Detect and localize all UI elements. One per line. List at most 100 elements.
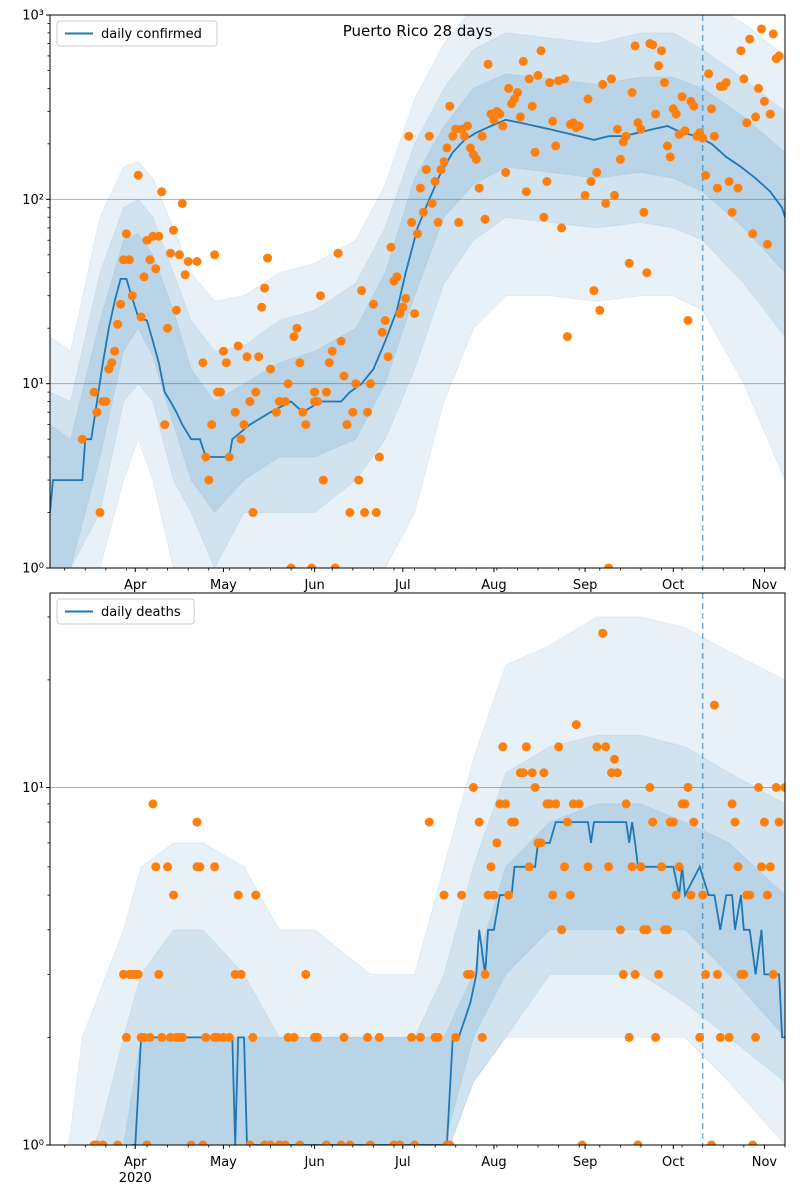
data-point [754,783,763,792]
data-point [113,1140,123,1145]
data-point [730,817,740,827]
data-point [336,1140,346,1145]
legend: daily deaths [56,598,195,625]
data-point [683,783,693,792]
data-point [701,969,711,979]
data-point [542,177,552,186]
data-point [348,407,358,417]
data-point [398,302,408,312]
data-point [780,783,785,792]
x-tick-label: Jun [303,1155,324,1170]
data-point [266,364,275,374]
data-point [204,475,214,485]
data-point [654,969,664,979]
data-point [645,783,655,792]
data-point [592,742,602,752]
data-point [707,1140,716,1145]
data-point [307,563,317,568]
data-point [689,101,699,111]
data-point [680,126,690,136]
data-point [157,187,167,197]
data-point [518,768,528,778]
confirmed-panel: 10⁰ 10¹ 10² 10³ Apr May Jun Jul Aug Sep Oct Nov Puer… [22,9,786,593]
data-point [180,270,190,280]
data-point [524,74,534,84]
data-point [757,862,766,872]
legend-box [56,598,195,625]
data-point [345,508,355,517]
data-point [145,1032,155,1042]
data-point [695,1032,705,1042]
data-point [374,452,384,462]
data-point [445,1140,455,1145]
data-point [145,255,155,265]
data-point [321,1140,331,1145]
data-point [607,74,616,84]
data-point [548,116,558,126]
data-point [759,96,769,106]
data-point [163,323,173,333]
data-point [698,133,708,143]
data-point [460,131,469,141]
data-point [733,183,743,193]
data-point [357,286,367,296]
data-point [610,754,619,764]
band-inner [122,803,785,1145]
data-point [527,768,537,778]
data-point [554,742,564,752]
data-point [318,475,328,485]
data-point [233,341,243,351]
data-point [183,257,193,266]
legend-box [56,20,218,47]
data-point [316,291,325,301]
data-point [271,407,281,417]
data-point [639,207,649,217]
data-point [424,817,434,827]
data-point [427,198,437,208]
data-point [401,293,411,303]
data-point [745,34,755,44]
data-point [548,890,558,900]
data-point [736,46,746,56]
data-point [236,434,246,444]
data-point [751,1032,761,1042]
x-tick-label: Sep [573,578,598,593]
data-point [424,131,434,141]
data-point [166,248,175,258]
data-point [363,1032,372,1042]
data-point [662,141,672,151]
data-point [116,299,126,309]
data-point [192,257,202,266]
data-point [127,291,137,301]
data-point [224,1032,234,1042]
data-point [463,121,472,131]
plot-area [50,15,785,568]
x-tick-label: Jul [394,1155,411,1170]
data-point [498,742,508,752]
data-point [301,420,311,430]
data-point [571,720,581,730]
data-point [248,1032,258,1042]
data-point [704,69,714,79]
data-point [280,1140,290,1145]
data-point [765,109,775,119]
data-point [633,1140,643,1145]
data-point [436,165,446,175]
data-point [742,118,752,128]
data-point [207,420,217,430]
data-point [727,207,737,217]
y-tick-label: 10³ [22,9,44,24]
data-point [536,46,546,56]
data-point [336,336,346,346]
x-tick-label: Nov [752,578,778,593]
data-point [480,969,490,979]
data-point [89,387,99,397]
median-line [131,821,785,1145]
data-point [377,327,387,337]
data-point [201,1032,211,1042]
data-point [224,452,234,462]
data-point [577,1140,587,1145]
data-point [624,258,634,268]
data-point [413,229,422,239]
data-point [759,817,769,827]
